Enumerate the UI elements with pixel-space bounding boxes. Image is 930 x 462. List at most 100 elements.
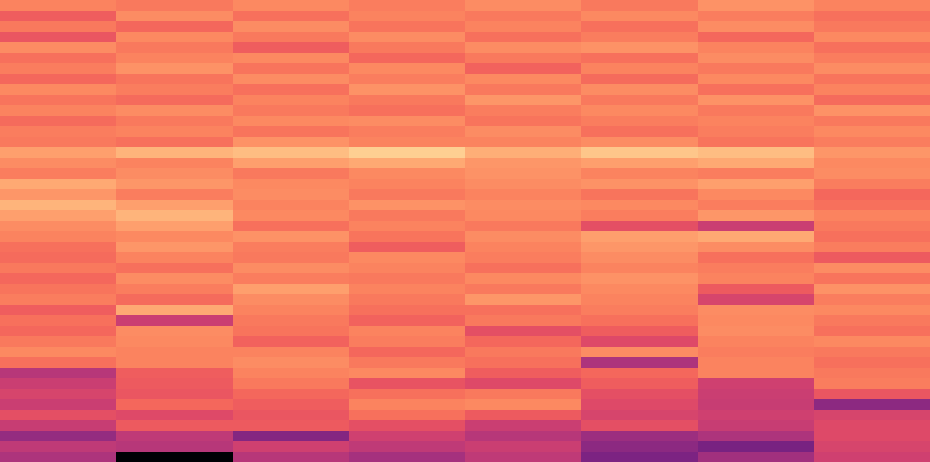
heatmap-cell	[465, 189, 582, 200]
heatmap-cell	[349, 21, 466, 32]
heatmap-cell	[0, 399, 117, 410]
heatmap-cell	[349, 42, 466, 53]
heatmap-cell	[233, 263, 350, 274]
heatmap-cell	[465, 11, 582, 22]
heatmap-cell	[233, 326, 350, 337]
heatmap-cell	[0, 378, 117, 389]
heatmap-cell	[116, 21, 233, 32]
heatmap-cell	[116, 410, 233, 421]
heatmap-cell	[349, 431, 466, 442]
heatmap-cell	[698, 53, 815, 64]
cells	[0, 0, 930, 462]
heatmap-cell	[0, 389, 117, 400]
heatmap-cell	[581, 273, 698, 284]
heatmap-cell	[349, 326, 466, 337]
heatmap-cell	[581, 252, 698, 263]
heatmap-cell	[814, 221, 930, 232]
heatmap-cell	[814, 200, 930, 211]
heatmap-cell	[116, 126, 233, 137]
heatmap-cell	[465, 420, 582, 431]
heatmap-cell	[814, 273, 930, 284]
heatmap-cell	[349, 368, 466, 379]
heatmap-cell	[465, 294, 582, 305]
heatmap-cell	[465, 210, 582, 221]
heatmap-cell	[116, 179, 233, 190]
heatmap-cell	[581, 126, 698, 137]
heatmap-cell	[349, 179, 466, 190]
heatmap-cell	[581, 368, 698, 379]
heatmap-cell	[814, 410, 930, 421]
heatmap-cell	[0, 116, 117, 127]
heatmap-cell	[698, 389, 815, 400]
heatmap-cell	[698, 179, 815, 190]
heatmap-cell	[698, 42, 815, 53]
heatmap-cell	[116, 368, 233, 379]
heatmap-cell	[233, 305, 350, 316]
heatmap-cell	[698, 95, 815, 106]
heatmap-cell	[581, 357, 698, 368]
heatmap-cell	[349, 210, 466, 221]
heatmap-cell	[116, 200, 233, 211]
heatmap-cell	[814, 420, 930, 431]
heatmap-cell	[349, 441, 466, 452]
heatmap-cell	[698, 147, 815, 158]
heatmap-cell	[233, 452, 350, 462]
heatmap-cell	[116, 284, 233, 295]
heatmap-cell	[233, 431, 350, 442]
heatmap-cell	[349, 420, 466, 431]
heatmap-cell	[349, 63, 466, 74]
heatmap-cell	[0, 53, 117, 64]
heatmap-cell	[0, 284, 117, 295]
heatmap-cell	[0, 231, 117, 242]
heatmap-cell	[581, 378, 698, 389]
heatmap-cell	[465, 200, 582, 211]
heatmap-cell	[0, 452, 117, 462]
heatmap-chart	[0, 0, 930, 462]
heatmap-cell	[349, 294, 466, 305]
heatmap-cell	[814, 126, 930, 137]
heatmap-cell	[698, 347, 815, 358]
heatmap-cell	[581, 452, 698, 462]
heatmap-cell	[349, 263, 466, 274]
heatmap-cell	[698, 158, 815, 169]
heatmap-cell	[349, 200, 466, 211]
heatmap-cell	[116, 11, 233, 22]
heatmap-cell	[349, 357, 466, 368]
heatmap-cell	[349, 452, 466, 462]
heatmap-cell	[581, 305, 698, 316]
heatmap-cell	[233, 420, 350, 431]
heatmap-cell	[349, 116, 466, 127]
heatmap-cell	[581, 420, 698, 431]
heatmap-cell	[116, 189, 233, 200]
heatmap-cell	[0, 315, 117, 326]
heatmap-cell	[814, 452, 930, 462]
heatmap-cell	[814, 210, 930, 221]
heatmap-cell	[581, 399, 698, 410]
heatmap-cell	[233, 158, 350, 169]
heatmap-cell	[581, 63, 698, 74]
heatmap-cell	[581, 347, 698, 358]
heatmap-cell	[814, 242, 930, 253]
heatmap-cell	[814, 326, 930, 337]
heatmap-cell	[349, 126, 466, 137]
heatmap-cell	[349, 53, 466, 64]
heatmap-cell	[814, 305, 930, 316]
heatmap-cell	[349, 305, 466, 316]
heatmap-cell	[116, 357, 233, 368]
heatmap-cell	[233, 32, 350, 43]
heatmap-cell	[581, 147, 698, 158]
heatmap-cell	[349, 347, 466, 358]
heatmap-cell	[349, 410, 466, 421]
heatmap-cell	[116, 326, 233, 337]
heatmap-cell	[116, 231, 233, 242]
heatmap-cell	[116, 389, 233, 400]
heatmap-cell	[581, 0, 698, 11]
heatmap-cell	[349, 231, 466, 242]
heatmap-cell	[116, 273, 233, 284]
heatmap-cell	[0, 189, 117, 200]
heatmap-cell	[698, 21, 815, 32]
heatmap-cell	[349, 158, 466, 169]
heatmap-cell	[0, 210, 117, 221]
heatmap-cell	[116, 84, 233, 95]
heatmap-cell	[0, 294, 117, 305]
